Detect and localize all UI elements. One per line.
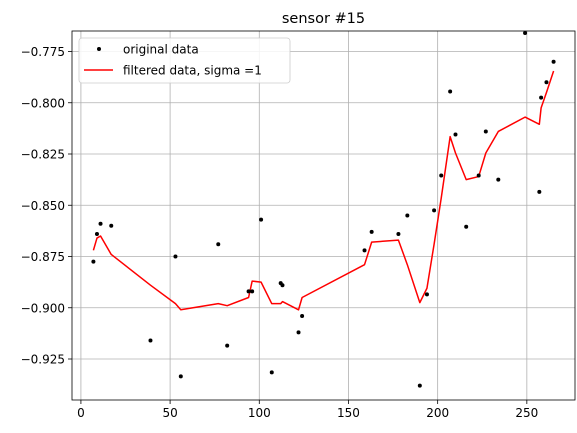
data-point xyxy=(259,218,263,222)
data-point xyxy=(216,242,220,246)
data-point xyxy=(464,225,468,229)
x-tick-label: 50 xyxy=(162,406,177,420)
y-tick-label: −0.875 xyxy=(21,250,65,264)
data-point xyxy=(552,60,556,64)
legend-marker-original xyxy=(97,47,101,51)
data-point xyxy=(405,214,409,218)
data-point xyxy=(537,190,541,194)
data-point xyxy=(370,230,374,234)
data-point xyxy=(496,178,500,182)
data-point xyxy=(439,174,443,178)
data-point xyxy=(173,255,177,259)
data-point xyxy=(280,283,284,287)
data-point xyxy=(418,384,422,388)
legend-label: original data xyxy=(123,43,199,57)
data-point xyxy=(425,292,429,296)
data-point xyxy=(95,232,99,236)
plot-frame xyxy=(72,31,575,400)
data-point xyxy=(539,96,543,100)
x-tick-label: 250 xyxy=(515,406,538,420)
data-point xyxy=(270,370,274,374)
x-tick-label: 200 xyxy=(426,406,449,420)
data-point xyxy=(99,222,103,226)
legend: original data filtered data, sigma =1 xyxy=(79,38,290,83)
y-tick-label: −0.775 xyxy=(21,45,65,59)
data-point xyxy=(297,330,301,334)
x-tick-label: 150 xyxy=(337,406,360,420)
data-point xyxy=(544,80,548,84)
data-point xyxy=(179,374,183,378)
data-point xyxy=(300,314,304,318)
y-tick-label: −0.925 xyxy=(21,353,65,367)
data-point xyxy=(109,224,113,228)
data-point xyxy=(396,232,400,236)
plot-border xyxy=(72,31,575,400)
data-point xyxy=(91,260,95,264)
x-tick-label: 0 xyxy=(77,406,85,420)
x-axis: 0 50 100 150 200 250 xyxy=(77,400,538,420)
series-layer xyxy=(91,31,555,388)
data-point xyxy=(247,289,251,293)
data-point xyxy=(432,208,436,212)
chart-title: sensor #15 xyxy=(282,11,365,27)
data-point xyxy=(477,174,481,178)
filtered-data-line xyxy=(93,71,553,310)
x-tick-label: 100 xyxy=(248,406,271,420)
data-point xyxy=(250,289,254,293)
data-point xyxy=(523,31,527,35)
data-point xyxy=(148,339,152,343)
legend-label: filtered data, sigma =1 xyxy=(123,64,262,78)
data-point xyxy=(484,129,488,133)
y-tick-label: −0.900 xyxy=(21,301,65,315)
data-point xyxy=(448,89,452,93)
grid xyxy=(72,31,575,400)
data-point xyxy=(225,344,229,348)
y-tick-label: −0.850 xyxy=(21,199,65,213)
y-axis: −0.775 −0.800 −0.825 −0.850 −0.875 −0.900 −0.9… xyxy=(21,45,72,367)
y-tick-label: −0.825 xyxy=(21,148,65,162)
data-point xyxy=(363,248,367,252)
y-tick-label: −0.800 xyxy=(21,96,65,110)
data-point xyxy=(453,133,457,137)
